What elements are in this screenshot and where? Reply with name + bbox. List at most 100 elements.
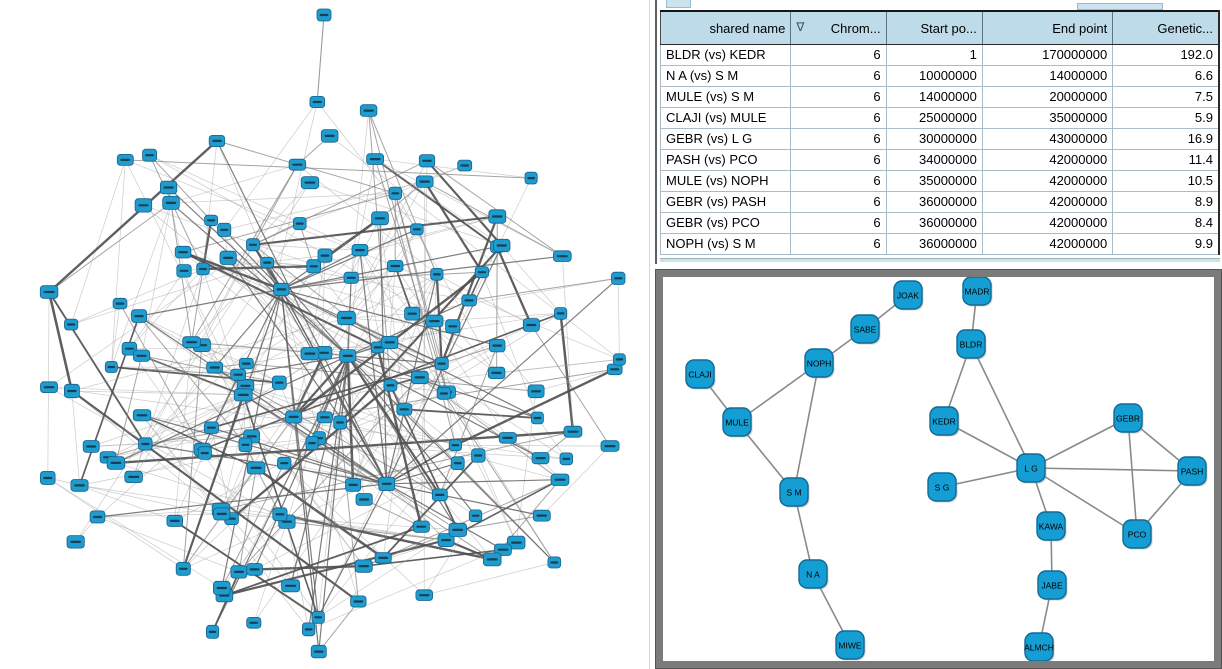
network-node-almch[interactable]: ALMCH (1024, 632, 1055, 661)
network-node[interactable] (246, 563, 263, 576)
network-node[interactable] (311, 610, 325, 624)
network-node[interactable] (230, 368, 246, 381)
network-node[interactable] (138, 437, 153, 451)
network-node[interactable] (600, 440, 620, 452)
network-node[interactable] (366, 153, 385, 165)
table-row[interactable]: CLAJI (vs) MULE 6 25000000 35000000 5.9 (659, 107, 1220, 129)
network-node-miwe[interactable]: MIWE (835, 630, 866, 661)
network-node[interactable] (82, 440, 100, 453)
network-node[interactable] (301, 622, 316, 637)
network-node[interactable] (418, 154, 436, 168)
network-node[interactable] (246, 617, 262, 629)
network-node[interactable] (445, 319, 461, 334)
network-node[interactable] (487, 366, 506, 380)
network-node[interactable] (488, 209, 507, 224)
network-node[interactable] (166, 514, 183, 527)
network-node[interactable] (204, 214, 219, 227)
network-node[interactable] (430, 267, 444, 281)
table-cell[interactable]: 30000000 (885, 128, 983, 150)
network-node[interactable] (310, 644, 327, 659)
table-cell[interactable]: PASH (vs) PCO (659, 149, 792, 171)
network-node[interactable] (457, 159, 473, 172)
column-header-start-po-[interactable]: Start po... (885, 11, 983, 45)
table-cell[interactable]: 6 (790, 86, 887, 108)
table-cell[interactable]: 6 (790, 170, 887, 192)
network-node[interactable] (550, 473, 570, 486)
network-node[interactable] (351, 243, 369, 257)
table-cell[interactable]: 36000000 (885, 191, 983, 213)
network-node[interactable] (176, 264, 192, 278)
network-node[interactable] (217, 222, 232, 237)
table-cell[interactable]: 36000000 (885, 233, 983, 255)
network-node[interactable] (410, 223, 424, 236)
network-node[interactable] (606, 363, 623, 376)
network-node[interactable] (553, 250, 572, 262)
table-cell[interactable]: 170000000 (981, 44, 1114, 66)
network-node[interactable] (563, 425, 583, 438)
table-cell[interactable]: 35000000 (885, 170, 983, 192)
network-node[interactable] (339, 349, 357, 363)
network-node[interactable] (208, 134, 226, 147)
table-cell[interactable]: 42000000 (981, 191, 1114, 213)
table-cell[interactable]: 11.4 (1112, 149, 1220, 171)
network-node[interactable] (531, 452, 550, 465)
network-node[interactable] (350, 595, 367, 608)
table-cell[interactable]: 10000000 (885, 65, 983, 87)
table-cell[interactable]: 9.9 (1112, 233, 1220, 255)
table-cell[interactable]: 6 (790, 233, 887, 255)
table-cell[interactable]: 6 (790, 149, 887, 171)
network-node[interactable] (547, 556, 562, 569)
network-node[interactable] (306, 259, 321, 274)
table-cell[interactable]: BLDR (vs) KEDR (659, 44, 792, 66)
network-node[interactable] (524, 171, 538, 185)
network-node[interactable] (343, 271, 359, 284)
network-node[interactable] (559, 452, 574, 466)
network-node[interactable] (238, 437, 253, 453)
network-node[interactable] (381, 335, 399, 349)
network-node[interactable] (272, 507, 288, 522)
network-node[interactable] (410, 370, 429, 385)
network-node-joak[interactable]: JOAK (893, 280, 924, 311)
table-cell[interactable]: 42000000 (981, 212, 1114, 234)
full-network-canvas[interactable] (0, 0, 649, 669)
network-node[interactable] (132, 409, 152, 422)
network-node[interactable] (388, 186, 403, 200)
network-node[interactable] (488, 338, 506, 353)
table-cell[interactable]: 25000000 (885, 107, 983, 129)
table-cell[interactable]: N A (vs) S M (659, 65, 792, 87)
network-node[interactable] (493, 238, 511, 253)
network-node[interactable] (450, 456, 465, 470)
network-node[interactable] (300, 176, 320, 190)
network-node[interactable] (309, 96, 326, 109)
network-node[interactable] (246, 238, 260, 252)
network-node-s-g[interactable]: S G (927, 472, 958, 503)
table-cell[interactable]: 14000000 (981, 65, 1114, 87)
network-node[interactable] (531, 411, 544, 425)
table-row[interactable]: N A (vs) S M 6 10000000 14000000 6.6 (659, 65, 1220, 87)
network-node[interactable] (273, 282, 290, 296)
network-node[interactable] (355, 493, 373, 506)
table-row[interactable]: MULE (vs) NOPH 6 35000000 42000000 10.5 (659, 170, 1220, 192)
network-node-l-g[interactable]: L G (1016, 453, 1047, 484)
network-node[interactable] (66, 535, 85, 549)
network-node[interactable] (522, 318, 540, 332)
table-cell[interactable]: 192.0 (1112, 44, 1220, 66)
network-node[interactable] (431, 488, 448, 502)
network-node-kawa[interactable]: KAWA (1036, 511, 1067, 542)
table-cell[interactable]: GEBR (vs) L G (659, 128, 792, 150)
network-node[interactable] (337, 310, 356, 326)
network-node[interactable] (133, 349, 151, 362)
network-node[interactable] (260, 256, 275, 269)
table-cell[interactable]: 8.9 (1112, 191, 1220, 213)
column-header-chrom-[interactable]: ∇ Chrom... (790, 11, 887, 45)
table-cell[interactable]: 5.9 (1112, 107, 1220, 129)
network-node[interactable] (64, 318, 79, 331)
network-node[interactable] (448, 522, 468, 537)
network-edge-noph-s-m[interactable] (793, 362, 820, 493)
network-node[interactable] (112, 297, 128, 310)
network-node[interactable] (121, 341, 138, 356)
network-node-jabe[interactable]: JABE (1037, 570, 1068, 601)
column-header-genetic-[interactable]: Genetic... (1112, 11, 1219, 45)
network-node[interactable] (383, 379, 398, 392)
network-edge-l-g-pash[interactable] (1030, 467, 1193, 472)
